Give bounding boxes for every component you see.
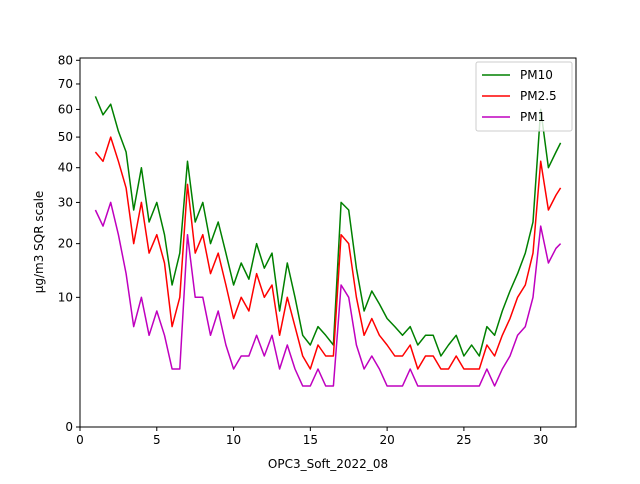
y-tick-label: 80 [58, 53, 73, 67]
x-tick-label: 30 [533, 433, 548, 447]
x-tick-label: 15 [303, 433, 318, 447]
legend: PM10 PM2.5 PM1 [475, 61, 573, 132]
y-tick-label: 10 [58, 290, 73, 304]
y-axis-label: µg/m3 SQR scale [32, 191, 46, 294]
x-tick-label: 20 [379, 433, 394, 447]
series-line-0 [94, 96, 562, 357]
legend-label: PM1 [520, 110, 545, 124]
legend-label: PM10 [520, 68, 553, 82]
y-tick-label: 70 [58, 77, 73, 91]
plot-frame [79, 57, 577, 428]
y-tick-label: 50 [58, 130, 73, 144]
y-axis-ticks: 0 10 20 30 40 50 60 70 80 [58, 53, 80, 434]
y-tick-label: 40 [58, 161, 73, 175]
x-tick-label: 5 [153, 433, 161, 447]
x-tick-label: 25 [456, 433, 471, 447]
y-tick-label: 20 [58, 237, 73, 251]
series-line-1 [94, 136, 562, 370]
series-line-2 [94, 201, 562, 387]
x-axis-ticks: 0 5 10 15 20 25 30 [76, 427, 548, 447]
x-tick-label: 0 [76, 433, 84, 447]
legend-box [475, 61, 573, 132]
y-tick-label: 0 [65, 420, 73, 434]
legend-label: PM2.5 [520, 89, 557, 103]
x-tick-label: 10 [226, 433, 241, 447]
y-tick-label: 60 [58, 102, 73, 116]
x-axis-label: OPC3_Soft_2022_08 [268, 457, 388, 471]
y-tick-label: 30 [58, 195, 73, 209]
series-layer [94, 96, 562, 387]
